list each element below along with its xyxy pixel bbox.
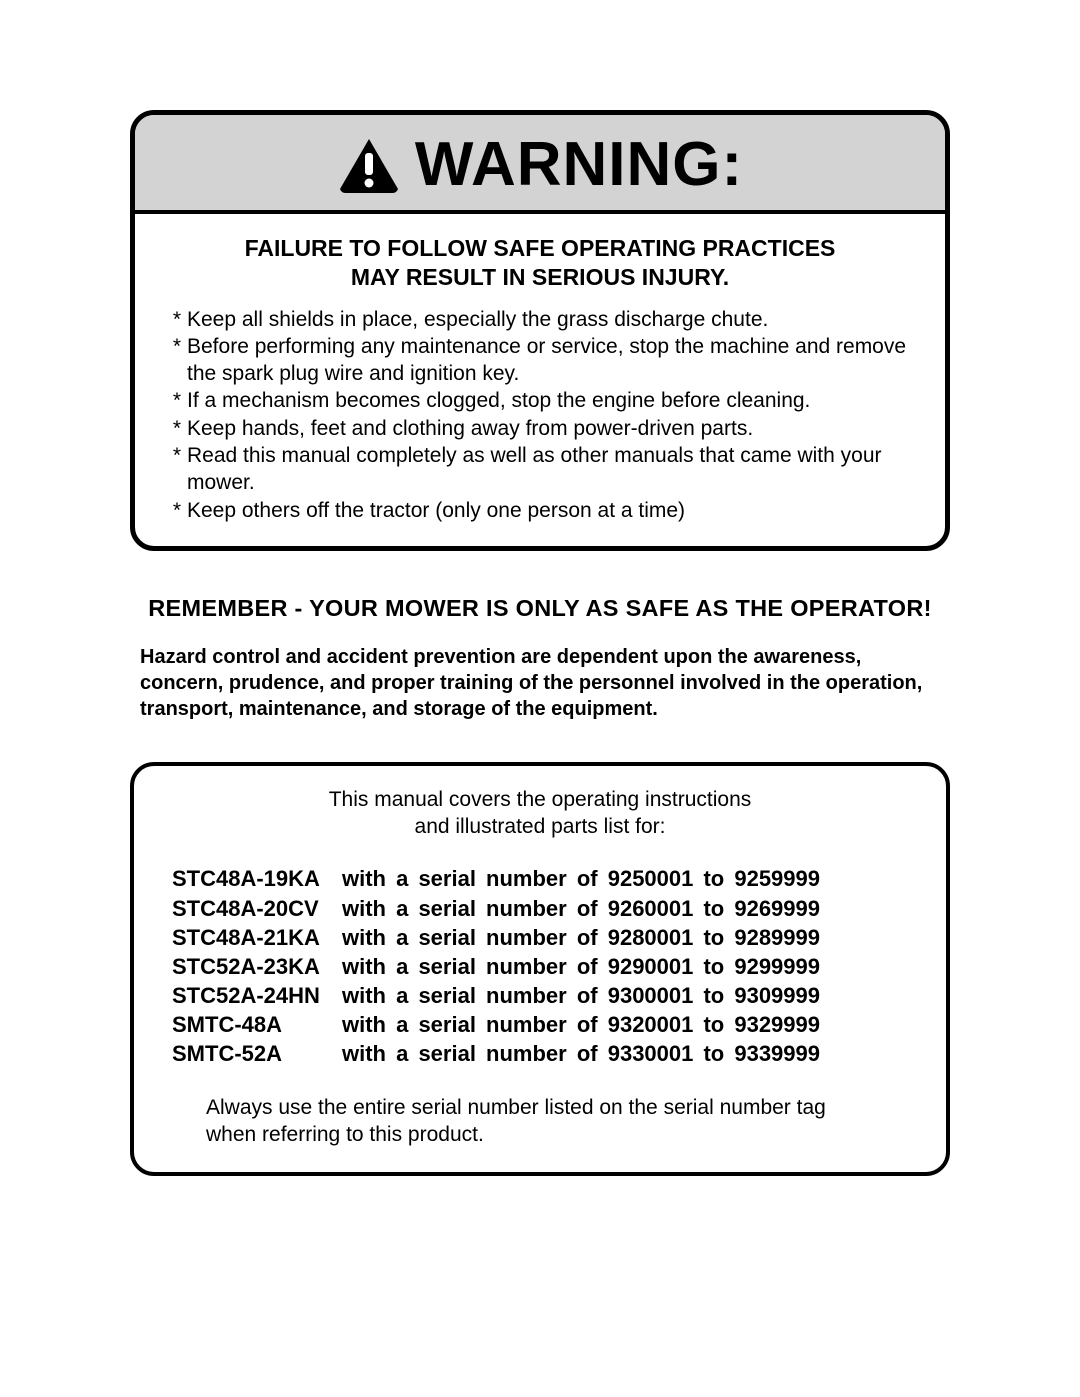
bullet-row: *Keep all shields in place, especially t… (165, 306, 915, 333)
model-row: SMTC-48Awith a serial number of 9320001 … (172, 1010, 908, 1039)
model-code: STC48A-21KA (172, 923, 342, 952)
bullet-row: *Keep others off the tractor (only one p… (165, 497, 915, 524)
model-serial: with a serial number of 9320001 to 93299… (342, 1010, 908, 1039)
bullet-row: *Keep hands, feet and clothing away from… (165, 415, 915, 442)
model-serial: with a serial number of 9260001 to 92699… (342, 894, 908, 923)
model-serial: with a serial number of 9280001 to 92899… (342, 923, 908, 952)
manual-cover-line-2: and illustrated parts list for: (172, 813, 908, 840)
warning-box: WARNING: FAILURE TO FOLLOW SAFE OPERATIN… (130, 110, 950, 551)
bullet-text: Keep others off the tractor (only one pe… (187, 497, 915, 524)
model-serial: with a serial number of 9290001 to 92999… (342, 952, 908, 981)
bullet-star: * (165, 442, 187, 497)
warning-title: WARNING: (415, 129, 743, 200)
bullet-star: * (165, 387, 187, 414)
model-code: STC52A-24HN (172, 981, 342, 1010)
hazard-paragraph: Hazard control and accident prevention a… (130, 644, 950, 722)
serial-note: Always use the entire serial number list… (172, 1094, 908, 1149)
page: WARNING: FAILURE TO FOLLOW SAFE OPERATIN… (0, 0, 1080, 1397)
bullet-text: Keep hands, feet and clothing away from … (187, 415, 915, 442)
bullet-text: If a mechanism becomes clogged, stop the… (187, 387, 915, 414)
failure-heading: FAILURE TO FOLLOW SAFE OPERATING PRACTIC… (165, 234, 915, 292)
model-list: STC48A-19KAwith a serial number of 92500… (172, 864, 908, 1067)
model-serial: with a serial number of 9300001 to 93099… (342, 981, 908, 1010)
bullet-row: *Before performing any maintenance or se… (165, 333, 915, 388)
bullet-row: *Read this manual completely as well as … (165, 442, 915, 497)
model-row: STC52A-24HNwith a serial number of 93000… (172, 981, 908, 1010)
warning-body: FAILURE TO FOLLOW SAFE OPERATING PRACTIC… (135, 214, 945, 546)
bullet-row: *If a mechanism becomes clogged, stop th… (165, 387, 915, 414)
manual-cover-line-1: This manual covers the operating instruc… (172, 786, 908, 813)
model-row: STC48A-20CVwith a serial number of 92600… (172, 894, 908, 923)
failure-line-2: MAY RESULT IN SERIOUS INJURY. (165, 263, 915, 292)
bullet-star: * (165, 306, 187, 333)
model-row: STC52A-23KAwith a serial number of 92900… (172, 952, 908, 981)
bullet-star: * (165, 497, 187, 524)
model-code: SMTC-52A (172, 1039, 342, 1068)
model-code: SMTC-48A (172, 1010, 342, 1039)
bullet-text: Before performing any maintenance or ser… (187, 333, 915, 388)
models-box: This manual covers the operating instruc… (130, 762, 950, 1176)
model-row: STC48A-19KAwith a serial number of 92500… (172, 864, 908, 893)
warning-triangle-icon (337, 137, 401, 193)
model-code: STC48A-20CV (172, 894, 342, 923)
manual-cover-intro: This manual covers the operating instruc… (172, 786, 908, 841)
bullet-text: Read this manual completely as well as o… (187, 442, 915, 497)
bullet-star: * (165, 415, 187, 442)
model-code: STC48A-19KA (172, 864, 342, 893)
model-serial: with a serial number of 9250001 to 92599… (342, 864, 908, 893)
model-row: STC48A-21KAwith a serial number of 92800… (172, 923, 908, 952)
model-row: SMTC-52Awith a serial number of 9330001 … (172, 1039, 908, 1068)
bullet-text: Keep all shields in place, especially th… (187, 306, 915, 333)
model-serial: with a serial number of 9330001 to 93399… (342, 1039, 908, 1068)
remember-heading: REMEMBER - YOUR MOWER IS ONLY AS SAFE AS… (130, 595, 950, 622)
warning-header: WARNING: (135, 115, 945, 214)
bullet-star: * (165, 333, 187, 388)
warning-bullets: *Keep all shields in place, especially t… (165, 306, 915, 524)
model-code: STC52A-23KA (172, 952, 342, 981)
failure-line-1: FAILURE TO FOLLOW SAFE OPERATING PRACTIC… (165, 234, 915, 263)
